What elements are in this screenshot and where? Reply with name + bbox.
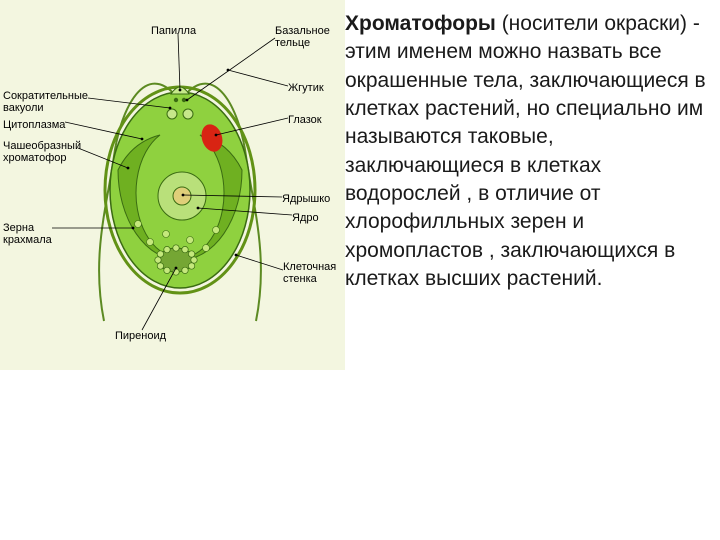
diagram-label-pyrenoid: Пиреноид — [115, 330, 166, 342]
vacuole-shape — [183, 109, 193, 119]
text-panel: Хроматофоры (носители окраски) - этим им… — [345, 0, 720, 540]
diagram-label-nucleolus: Ядрышко — [282, 193, 330, 205]
diagram-label-papilla: Папилла — [151, 25, 196, 37]
title-text: Хроматофоры — [345, 12, 496, 35]
diagram-label-cytoplasm: Цитоплазма — [3, 119, 65, 131]
cell-diagram — [0, 0, 345, 370]
diagram-label-flagellum: Жгутик — [288, 82, 324, 94]
diagram-label-eyespot: Глазок — [288, 114, 322, 126]
basal-body-shape — [182, 98, 186, 102]
description-paragraph: Хроматофоры (носители окраски) - этим им… — [345, 10, 714, 293]
body-text: (носители окраски) - этим именем можно н… — [345, 12, 706, 290]
basal-body-shape — [174, 98, 178, 102]
diagram-label-vacuoles: Сократительные вакуоли — [3, 90, 88, 114]
vacuole-shape — [167, 109, 177, 119]
diagram-label-nucleus: Ядро — [292, 212, 319, 224]
diagram-label-starch: Зерна крахмала — [3, 222, 52, 246]
diagram-label-cell_wall: Клеточная стенка — [283, 261, 336, 285]
diagram-label-chromatophore: Чашеобразный хроматофор — [3, 140, 81, 164]
diagram-panel: Папилла Базальное тельце Жгутик Глазок Ядрыш… — [0, 0, 345, 380]
nucleolus-shape — [173, 187, 191, 205]
diagram-label-basal_body: Базальное тельце — [275, 25, 330, 49]
